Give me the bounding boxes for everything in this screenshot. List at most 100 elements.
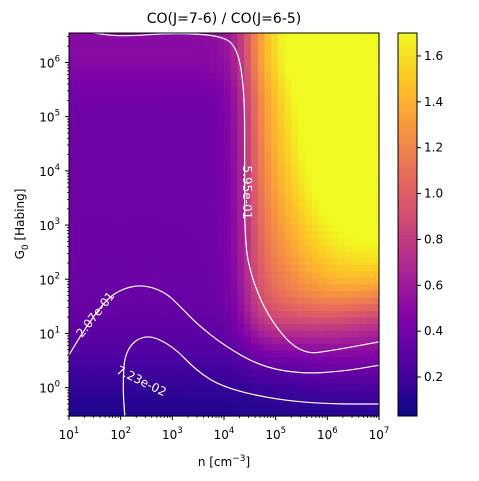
heatmap-cell xyxy=(69,363,77,371)
heatmap-cell xyxy=(156,204,164,212)
heatmap-cell xyxy=(102,349,111,358)
heatmap-cell xyxy=(190,369,198,377)
heatmap-cell xyxy=(338,303,346,311)
heatmap-cell xyxy=(358,297,367,305)
heatmap-cell xyxy=(372,231,380,239)
heatmap-cell xyxy=(69,396,77,404)
heatmap-cell xyxy=(95,303,104,311)
heatmap-cell xyxy=(143,33,151,41)
heatmap-cell xyxy=(345,297,353,305)
heatmap-cell xyxy=(136,165,144,173)
heatmap-cell xyxy=(163,376,171,384)
heatmap-cell xyxy=(224,330,232,338)
heatmap-cell xyxy=(156,52,164,61)
heatmap-cell xyxy=(122,132,131,140)
heatmap-cell xyxy=(75,283,84,292)
heatmap-cell xyxy=(244,59,252,67)
heatmap-cell xyxy=(143,158,151,166)
heatmap-cell xyxy=(237,244,245,252)
heatmap-cell xyxy=(163,270,171,278)
heatmap-cell xyxy=(89,72,97,80)
heatmap-cell xyxy=(298,151,306,160)
colorbar-tick-label: 1.2 xyxy=(424,141,443,155)
heatmap-cell xyxy=(143,237,151,245)
heatmap-cell xyxy=(82,237,90,245)
heatmap-cell xyxy=(183,39,191,47)
heatmap-cell xyxy=(298,356,306,364)
heatmap-cell xyxy=(325,264,333,272)
heatmap-cell xyxy=(331,336,340,344)
heatmap-cell xyxy=(230,382,239,391)
heatmap-cell xyxy=(109,369,117,377)
heatmap-cell xyxy=(109,66,117,74)
heatmap-cell xyxy=(291,217,299,226)
heatmap-cell xyxy=(271,356,279,364)
heatmap-cell xyxy=(345,257,353,265)
heatmap-cell xyxy=(271,231,279,239)
heatmap-cell xyxy=(244,250,252,259)
heatmap-cell xyxy=(163,33,171,41)
heatmap-cell xyxy=(163,72,171,80)
heatmap-cell xyxy=(298,303,306,311)
heatmap-cell xyxy=(271,389,279,397)
heatmap-cell xyxy=(372,145,380,153)
heatmap-cell xyxy=(163,112,171,120)
heatmap-cell xyxy=(331,316,340,325)
heatmap-cell xyxy=(82,310,90,318)
heatmap-cell xyxy=(143,211,151,219)
heatmap-cell xyxy=(197,303,205,311)
heatmap-cell xyxy=(264,158,272,166)
heatmap-cell xyxy=(230,211,239,219)
heatmap-cell xyxy=(210,92,218,100)
heatmap-cell xyxy=(304,257,313,265)
heatmap-cell xyxy=(271,396,279,404)
heatmap-cell xyxy=(257,231,266,239)
heatmap-cell xyxy=(230,138,239,146)
heatmap-cell xyxy=(89,323,97,331)
heatmap-cell xyxy=(129,52,137,61)
heatmap-cell xyxy=(284,132,292,140)
heatmap-cell xyxy=(365,303,373,311)
heatmap-cell xyxy=(156,112,164,120)
heatmap-cell xyxy=(250,270,259,278)
heatmap-cell xyxy=(197,33,205,41)
heatmap-cell xyxy=(109,151,117,160)
heatmap-cell xyxy=(345,178,353,186)
heatmap-cell xyxy=(102,46,111,54)
heatmap-cell xyxy=(190,52,198,61)
heatmap-cell xyxy=(271,257,279,265)
heatmap-cell xyxy=(358,217,367,226)
heatmap-cell xyxy=(244,231,252,239)
heatmap-cell xyxy=(136,125,144,133)
heatmap-cell xyxy=(143,59,151,67)
heatmap-cell xyxy=(217,290,225,298)
heatmap-cell xyxy=(271,369,279,377)
heatmap-cell xyxy=(89,145,97,153)
heatmap-cell xyxy=(210,112,218,120)
heatmap-cell xyxy=(109,224,117,232)
heatmap-cell xyxy=(264,33,272,41)
heatmap-cell xyxy=(325,171,333,179)
heatmap-cell xyxy=(109,237,117,245)
heatmap-cell xyxy=(95,105,104,113)
heatmap-cell xyxy=(136,171,144,179)
heatmap-cell xyxy=(89,66,97,74)
heatmap-cell xyxy=(311,158,319,166)
heatmap-cell xyxy=(197,211,205,219)
heatmap-cell xyxy=(244,244,252,252)
heatmap-cell xyxy=(358,198,367,206)
heatmap-cell xyxy=(304,310,313,318)
heatmap-cell xyxy=(358,178,367,186)
heatmap-cell xyxy=(291,297,299,305)
heatmap-cell xyxy=(163,46,171,54)
heatmap-cell xyxy=(203,363,212,371)
heatmap-cell xyxy=(345,145,353,153)
heatmap-cell xyxy=(203,204,212,212)
heatmap-cell xyxy=(116,39,124,47)
heatmap-cell xyxy=(122,99,131,107)
heatmap-cell xyxy=(176,39,185,47)
heatmap-cell xyxy=(143,389,151,397)
heatmap-cell xyxy=(82,198,90,206)
heatmap-cell xyxy=(89,217,97,226)
heatmap-cell xyxy=(183,59,191,67)
